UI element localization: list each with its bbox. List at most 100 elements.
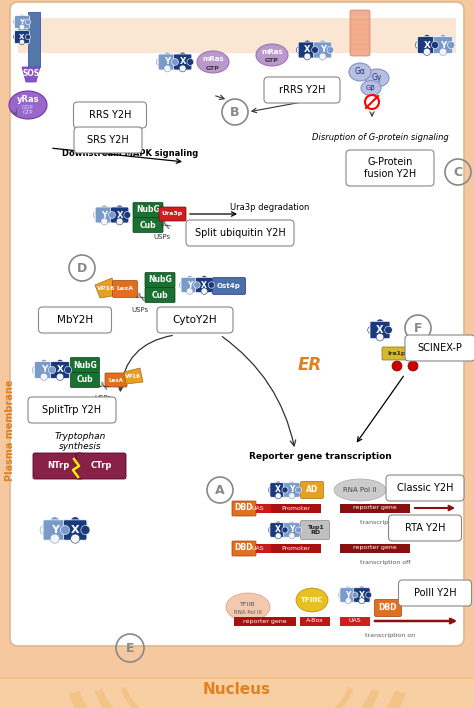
FancyBboxPatch shape (186, 220, 294, 246)
FancyBboxPatch shape (173, 54, 192, 70)
FancyBboxPatch shape (73, 102, 146, 128)
Ellipse shape (334, 479, 386, 501)
Circle shape (431, 41, 438, 49)
Text: Nucleus: Nucleus (203, 683, 271, 697)
Circle shape (296, 487, 301, 493)
Circle shape (268, 487, 274, 493)
FancyBboxPatch shape (74, 127, 142, 153)
Bar (245, 544, 271, 552)
FancyBboxPatch shape (71, 372, 100, 387)
Text: USPs: USPs (154, 234, 171, 240)
Text: Y: Y (319, 45, 326, 55)
Bar (352, 36, 368, 38)
Text: Y: Y (41, 365, 47, 375)
Polygon shape (95, 278, 118, 298)
Circle shape (56, 373, 64, 380)
Text: GTP: GTP (206, 66, 220, 71)
Text: yRas: yRas (17, 96, 39, 105)
FancyBboxPatch shape (350, 10, 370, 56)
Circle shape (179, 52, 186, 59)
Text: X: X (71, 525, 80, 535)
Text: CytoY2H: CytoY2H (173, 315, 217, 325)
FancyBboxPatch shape (76, 453, 126, 479)
Text: X: X (56, 365, 64, 375)
Circle shape (368, 326, 375, 333)
Text: LexA: LexA (117, 287, 134, 292)
Circle shape (93, 212, 100, 219)
Circle shape (50, 534, 59, 543)
Circle shape (439, 48, 447, 55)
Circle shape (275, 521, 281, 527)
Circle shape (187, 59, 194, 65)
Polygon shape (22, 67, 40, 82)
Circle shape (365, 592, 372, 598)
Text: ✂: ✂ (157, 218, 173, 234)
Circle shape (187, 288, 193, 295)
Circle shape (359, 586, 365, 593)
FancyBboxPatch shape (33, 453, 83, 479)
Circle shape (415, 41, 422, 49)
Circle shape (109, 212, 116, 219)
Circle shape (296, 527, 301, 533)
Bar (352, 41, 368, 43)
Text: SplitTrp Y2H: SplitTrp Y2H (43, 405, 101, 415)
Text: PolII Y2H: PolII Y2H (414, 588, 456, 598)
Text: NubG: NubG (136, 205, 160, 215)
Circle shape (201, 275, 208, 282)
Circle shape (282, 527, 288, 533)
Text: B: B (230, 105, 240, 118)
Text: Gα: Gα (355, 67, 365, 76)
Text: Y: Y (187, 280, 192, 290)
Circle shape (311, 47, 319, 53)
Text: Disruption of G-protein signaling: Disruption of G-protein signaling (311, 133, 448, 142)
Text: ✂: ✂ (95, 379, 111, 395)
FancyBboxPatch shape (95, 207, 113, 223)
Bar (340, 544, 410, 552)
Bar (340, 503, 410, 513)
Circle shape (61, 525, 70, 535)
Bar (340, 617, 370, 625)
FancyBboxPatch shape (340, 588, 356, 603)
Ellipse shape (256, 44, 288, 66)
Text: A: A (215, 484, 225, 496)
Text: ✂: ✂ (132, 290, 148, 307)
Bar (352, 46, 368, 48)
Circle shape (179, 65, 186, 72)
Text: GDP
GTP: GDP GTP (22, 105, 34, 115)
FancyBboxPatch shape (145, 287, 175, 302)
Text: LexA: LexA (109, 377, 124, 382)
Text: RNA Pol II: RNA Pol II (343, 487, 377, 493)
Circle shape (201, 288, 208, 295)
FancyBboxPatch shape (145, 273, 175, 287)
FancyBboxPatch shape (417, 37, 437, 53)
Circle shape (101, 218, 108, 225)
Text: X: X (275, 525, 281, 535)
Bar (18, 18, 456, 53)
Circle shape (208, 282, 215, 288)
Text: A-Box: A-Box (306, 619, 324, 624)
Text: X: X (117, 210, 123, 219)
Ellipse shape (226, 593, 270, 621)
Ellipse shape (296, 588, 328, 612)
Circle shape (124, 212, 131, 219)
Bar (271, 544, 321, 552)
Polygon shape (124, 368, 143, 384)
Text: Tup1
RD: Tup1 RD (307, 525, 323, 535)
FancyBboxPatch shape (157, 307, 233, 333)
Text: Ura3p: Ura3p (162, 212, 182, 217)
Text: Promoter: Promoter (282, 545, 310, 551)
Circle shape (289, 481, 295, 487)
FancyBboxPatch shape (301, 520, 329, 539)
FancyBboxPatch shape (374, 600, 401, 617)
Circle shape (385, 326, 392, 333)
FancyBboxPatch shape (232, 501, 256, 516)
Circle shape (439, 35, 447, 42)
FancyBboxPatch shape (158, 54, 176, 70)
Circle shape (116, 205, 123, 212)
Circle shape (268, 527, 274, 533)
Bar (245, 503, 271, 513)
Ellipse shape (365, 69, 389, 87)
Text: USPs: USPs (131, 307, 148, 313)
Circle shape (345, 586, 351, 593)
Bar (352, 21, 368, 23)
